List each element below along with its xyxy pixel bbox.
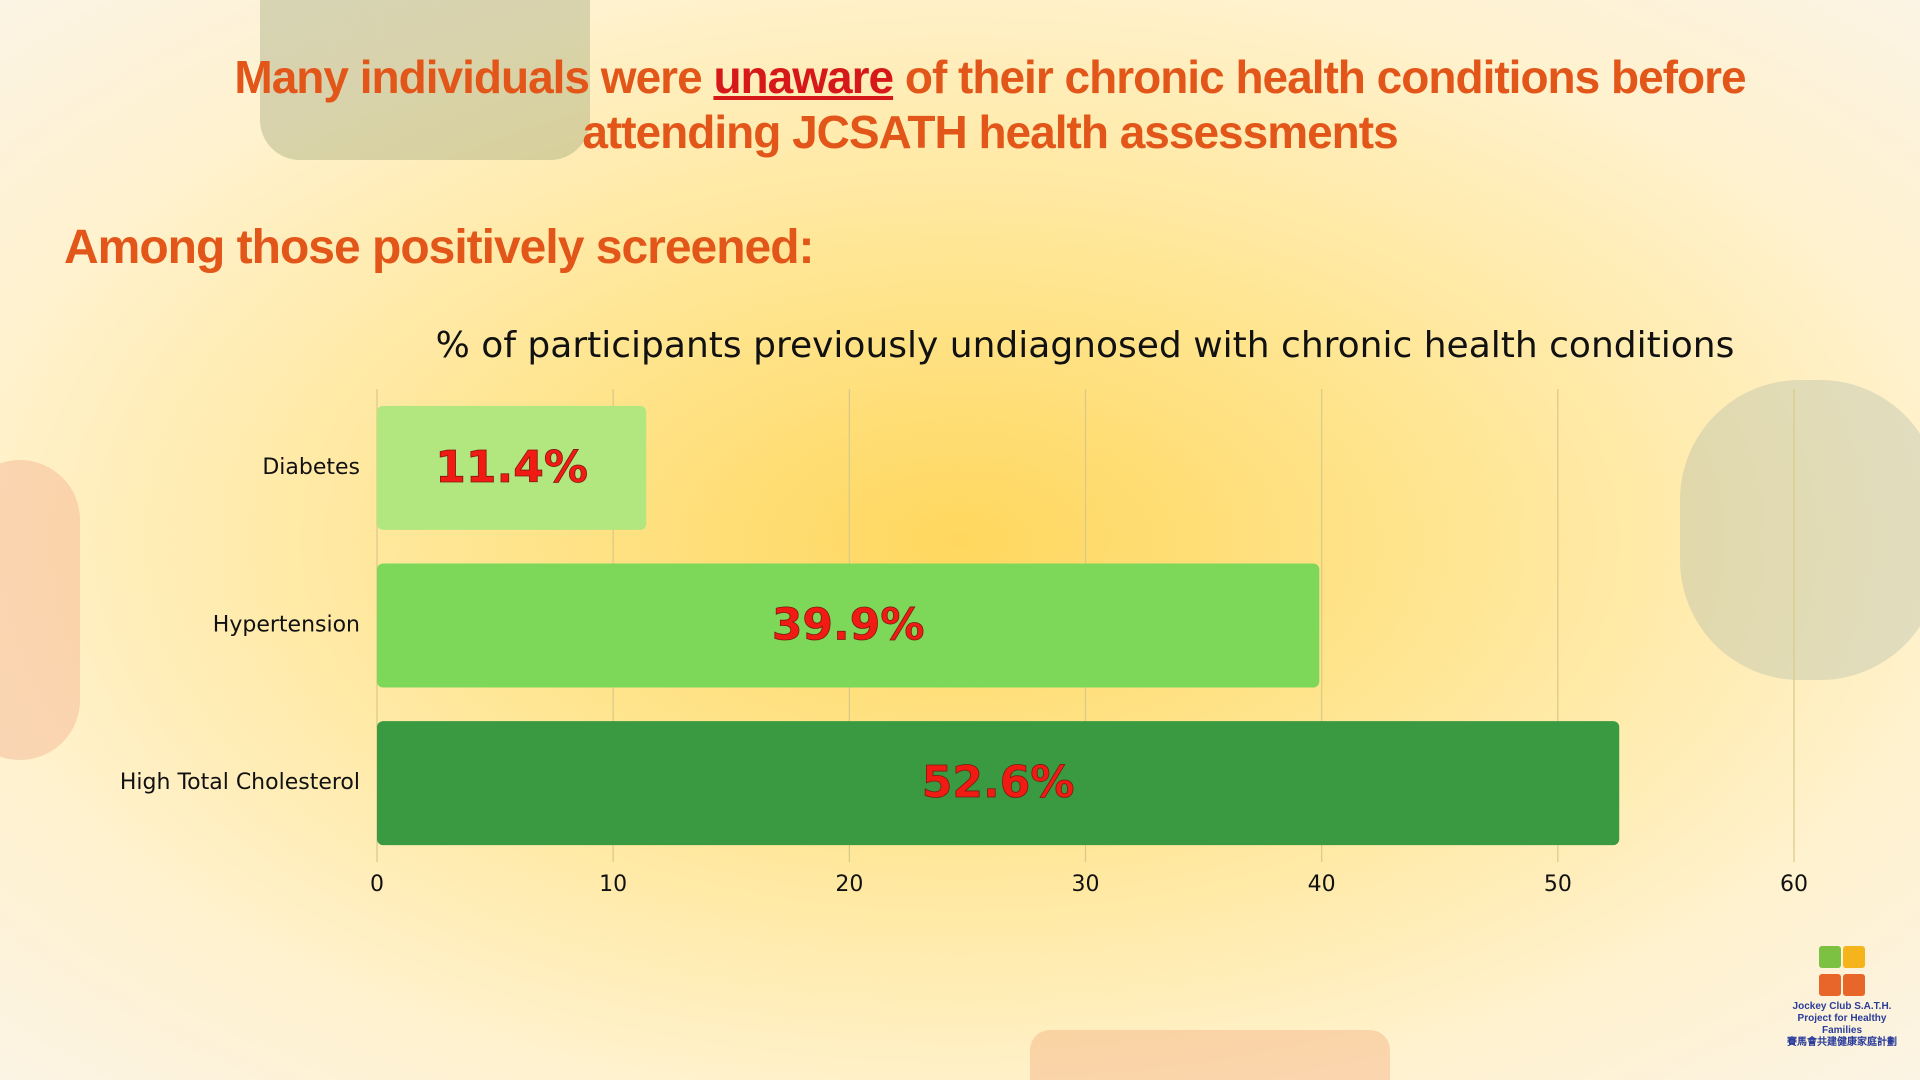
logo-name-zh: 賽馬會共建健康家庭計劃 bbox=[1787, 1037, 1897, 1048]
y-tick-label: Diabetes bbox=[262, 455, 360, 480]
bar bbox=[377, 721, 1620, 846]
bar bbox=[377, 563, 1320, 688]
x-tick-label: 60 bbox=[1780, 872, 1808, 897]
value-label: 52.6% bbox=[922, 757, 1075, 808]
y-tick-label: Hypertension bbox=[213, 613, 360, 638]
x-tick-label: 20 bbox=[835, 872, 863, 897]
decoration bbox=[260, 0, 590, 160]
chart-title: % of participants previously undiagnosed… bbox=[436, 325, 1735, 366]
value-label: 11.4% bbox=[435, 442, 588, 493]
bar bbox=[377, 405, 647, 530]
title-part: of their chronic health conditions befor… bbox=[582, 51, 1746, 158]
title: Many individuals were unaware of their c… bbox=[190, 50, 1790, 160]
decoration bbox=[1030, 1030, 1390, 1080]
x-tick-label: 30 bbox=[1072, 872, 1100, 897]
x-tick-label: 50 bbox=[1544, 872, 1572, 897]
title-part: Many individuals were bbox=[234, 51, 714, 103]
decoration bbox=[0, 460, 80, 760]
logo-name: Jockey Club S.A.T.H. Project for Healthy… bbox=[1792, 1001, 1892, 1036]
x-tick-label: 10 bbox=[599, 872, 627, 897]
value-label: 39.9% bbox=[772, 600, 925, 651]
subtitle: Among those positively screened: bbox=[64, 221, 815, 274]
logo: Jockey Club S.A.T.H. Project for Healthy… bbox=[1782, 945, 1902, 1049]
x-tick-label: 0 bbox=[370, 872, 384, 897]
title-emphasis: unaware bbox=[713, 51, 894, 103]
decoration bbox=[1680, 380, 1920, 680]
x-tick-label: 40 bbox=[1308, 872, 1336, 897]
y-tick-label: High Total Cholesterol bbox=[120, 770, 360, 795]
logo-icon bbox=[1782, 945, 1902, 1001]
